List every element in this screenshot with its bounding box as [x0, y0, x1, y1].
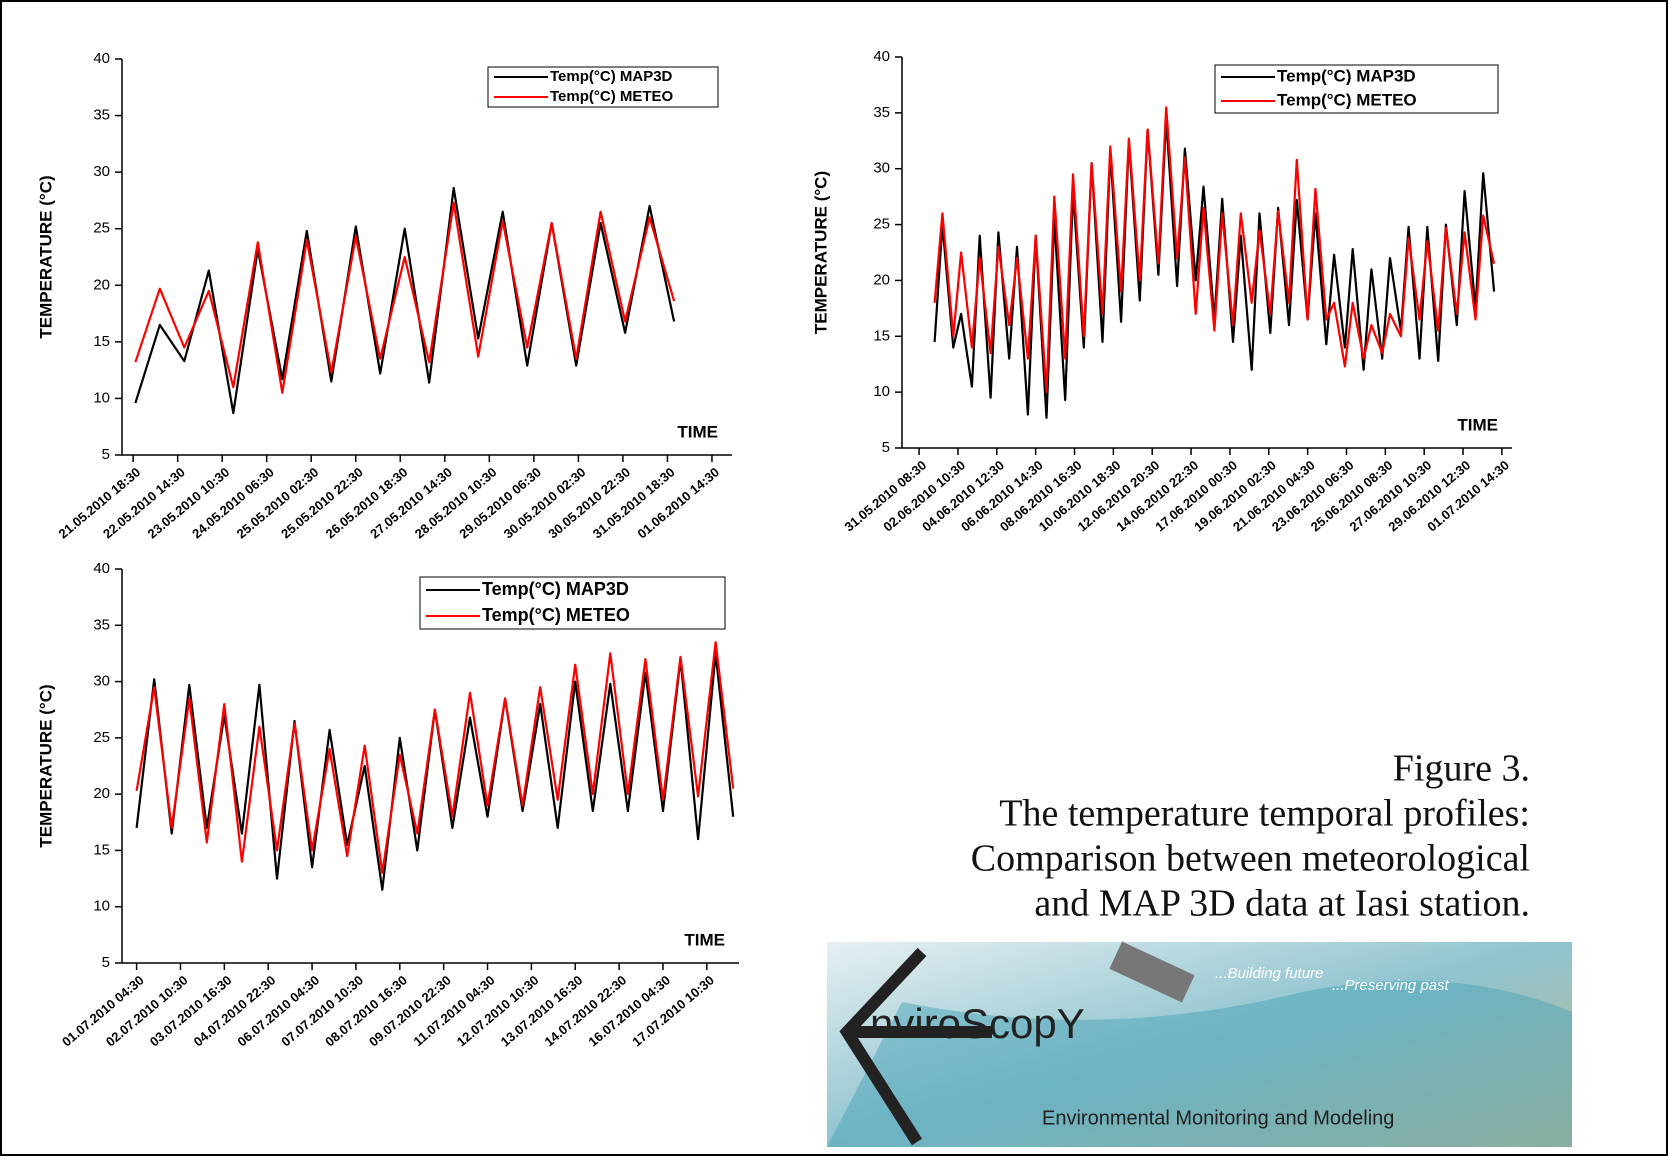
- legend-label: Temp(°C) METEO: [550, 88, 674, 105]
- data-line: [933, 106, 1496, 394]
- y-tick-label: 40: [93, 560, 110, 577]
- x-axis-label: TIME: [677, 422, 718, 441]
- logo-tagline: Environmental Monitoring and Modeling: [1042, 1107, 1394, 1129]
- y-tick-label: 5: [102, 446, 110, 463]
- y-axis-label: TEMPERATURE (°C): [811, 171, 830, 334]
- y-tick-label: 25: [93, 729, 110, 746]
- caption-line: and MAP 3D data at Iasi station.: [1034, 883, 1530, 925]
- y-tick-label: 10: [873, 383, 890, 400]
- data-line: [135, 641, 735, 874]
- caption-line: Comparison between meteorological: [971, 838, 1530, 880]
- y-tick-label: 15: [93, 333, 110, 350]
- legend-label: Temp(°C) MAP3D: [1277, 66, 1416, 85]
- caption-line: The temperature temporal profiles:: [999, 793, 1530, 835]
- legend-box: [1214, 64, 1499, 114]
- x-axis-label: TIME: [684, 930, 725, 949]
- y-tick-label: 5: [882, 439, 890, 456]
- y-tick-label: 15: [873, 327, 890, 344]
- logo-slogan: ...Preserving past: [1332, 977, 1450, 994]
- y-tick-label: 40: [873, 48, 890, 65]
- y-tick-label: 35: [93, 107, 110, 124]
- y-tick-label: 10: [93, 898, 110, 915]
- x-axis-label: TIME: [1457, 415, 1498, 434]
- y-axis-label: TEMPERATURE (°C): [36, 684, 55, 847]
- y-tick-label: 5: [102, 954, 110, 971]
- y-tick-label: 35: [93, 616, 110, 633]
- legend-label: Temp(°C) MAP3D: [550, 68, 673, 85]
- legend-label: Temp(°C) METEO: [482, 605, 630, 625]
- y-tick-label: 10: [93, 389, 110, 406]
- caption-line: Figure 3.: [1393, 748, 1530, 790]
- logo-satellite: [1109, 941, 1195, 1003]
- legend-label: Temp(°C) METEO: [1277, 90, 1417, 109]
- legend: Temp(°C) MAP3D Temp(°C) METEO: [419, 576, 726, 630]
- y-tick-label: 20: [93, 785, 110, 802]
- data-line: [134, 201, 676, 394]
- y-tick-label: 30: [873, 160, 890, 177]
- legend-box: [487, 66, 719, 108]
- y-tick-label: 30: [93, 673, 110, 690]
- logo-wave: [827, 980, 1572, 1147]
- logo: nviroScopY ...Building future ...Preserv…: [827, 941, 1572, 1147]
- data-line: [135, 652, 735, 891]
- y-tick-label: 40: [93, 50, 110, 67]
- y-axis-label: TEMPERATURE (°C): [36, 175, 55, 338]
- y-tick-label: 35: [873, 104, 890, 121]
- y-tick-label: 25: [873, 216, 890, 233]
- y-tick-label: 20: [873, 271, 890, 288]
- logo-slogan: ...Building future: [1215, 965, 1323, 982]
- x-tick-label: 17.07.2010 10:30: [629, 972, 717, 1049]
- legend-label: Temp(°C) MAP3D: [482, 579, 629, 599]
- legend: Temp(°C) MAP3D Temp(°C) METEO: [1214, 64, 1499, 114]
- y-tick-label: 20: [93, 276, 110, 293]
- x-tick-label: 01.06.2010 14:30: [634, 464, 722, 541]
- legend-box: [419, 576, 726, 630]
- y-tick-label: 15: [93, 841, 110, 858]
- y-tick-label: 25: [93, 220, 110, 237]
- logo-brand: nviroScopY: [870, 1000, 1085, 1047]
- y-tick-label: 30: [93, 163, 110, 180]
- legend: Temp(°C) MAP3D Temp(°C) METEO: [487, 66, 719, 108]
- logo-e: [839, 947, 992, 1146]
- data-line: [134, 186, 676, 415]
